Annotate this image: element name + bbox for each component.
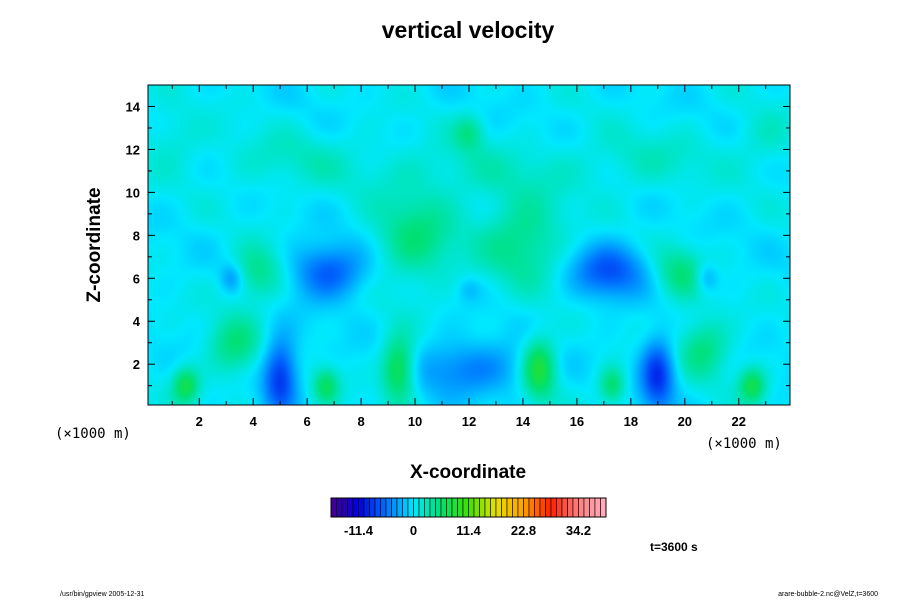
x-tick-label: 10: [408, 414, 422, 429]
colorbar-swatch: [429, 497, 436, 518]
colorbar-swatch: [484, 497, 491, 518]
colorbar-swatch: [435, 497, 442, 518]
colorbar-swatch: [534, 497, 541, 518]
colorbar-swatch: [550, 497, 557, 518]
x-axis-ticks: 2 4 6 8 10 12 14 16 18 20 22: [171, 85, 767, 429]
colorbar-swatch: [583, 497, 590, 518]
time-label: t=3600 s: [650, 540, 698, 554]
colorbar-ticks: -11.4 0 11.4 22.8 34.2: [344, 523, 591, 538]
colorbar-swatch: [479, 497, 486, 518]
colorbar-swatch: [468, 497, 475, 518]
colorbar-swatch: [556, 497, 563, 518]
colorbar: [330, 497, 607, 518]
colorbar-swatch: [380, 497, 387, 518]
colorbar-swatch: [369, 497, 376, 518]
x-axis-unit: (×1000 m): [706, 436, 782, 452]
colorbar-swatch: [545, 497, 552, 518]
colorbar-swatch: [457, 497, 464, 518]
x-axis-label: X-coordinate: [410, 462, 526, 483]
colorbar-swatch: [523, 497, 530, 518]
y-axis-label: Z-coordinate: [84, 187, 105, 302]
x-tick-label: 22: [732, 414, 746, 429]
footer-left: /usr/bin/gpview 2005-12-31: [60, 591, 145, 598]
y-tick-label: 10: [126, 185, 140, 200]
colorbar-swatch: [594, 497, 601, 518]
colorbar-tick-label: 22.8: [511, 523, 536, 538]
plot-area: [147, 84, 791, 406]
colorbar-swatch: [363, 497, 370, 518]
colorbar-swatch: [490, 497, 497, 518]
colorbar-swatch: [462, 497, 469, 518]
y-tick-label: 14: [126, 99, 141, 114]
x-tick-label: 2: [196, 414, 203, 429]
colorbar-swatch: [424, 497, 431, 518]
colorbar-swatch: [418, 497, 425, 518]
colorbar-swatch: [440, 497, 447, 518]
colorbar-swatch: [589, 497, 596, 518]
colorbar-swatch: [407, 497, 414, 518]
y-axis-unit: (×1000 m): [55, 426, 131, 442]
colorbar-swatch: [600, 497, 607, 518]
colorbar-swatch: [347, 497, 354, 518]
y-tick-label: 4: [133, 314, 141, 329]
colorbar-swatch: [396, 497, 403, 518]
x-tick-label: 6: [304, 414, 311, 429]
footer-right: arare-bubble-2.nc@VelZ,t=3600: [778, 591, 878, 598]
colorbar-swatch: [358, 497, 365, 518]
heatmap-field: [148, 85, 790, 405]
x-tick-label: 12: [462, 414, 476, 429]
colorbar-swatch: [512, 497, 519, 518]
x-tick-label: 4: [250, 414, 258, 429]
colorbar-swatch: [495, 497, 502, 518]
colorbar-tick-label: -11.4: [344, 523, 374, 538]
y-tick-label: 8: [133, 228, 140, 243]
x-tick-label: 8: [357, 414, 364, 429]
colorbar-swatch: [473, 497, 480, 518]
y-axis-ticks: 2 4 6 8 10 12 14: [126, 84, 790, 387]
colorbar-swatch: [352, 497, 359, 518]
chart-title: vertical velocity: [382, 17, 555, 43]
colorbar-swatch: [391, 497, 398, 518]
colorbar-swatch: [330, 497, 337, 518]
colorbar-swatch: [451, 497, 458, 518]
colorbar-swatch: [517, 497, 524, 518]
colorbar-swatch: [446, 497, 453, 518]
colorbar-tick-label: 34.2: [566, 523, 591, 538]
colorbar-swatch: [578, 497, 585, 518]
colorbar-swatch: [385, 497, 392, 518]
x-tick-label: 16: [570, 414, 584, 429]
colorbar-swatch: [374, 497, 381, 518]
colorbar-swatch: [501, 497, 508, 518]
y-tick-label: 6: [133, 271, 140, 286]
colorbar-swatch: [341, 497, 348, 518]
colorbar-swatch: [567, 497, 574, 518]
colorbar-swatch: [336, 497, 343, 518]
colorbar-swatch: [506, 497, 513, 518]
y-tick-label: 2: [133, 357, 140, 372]
x-tick-label: 18: [624, 414, 638, 429]
x-tick-label: 20: [678, 414, 692, 429]
colorbar-swatch: [572, 497, 579, 518]
colorbar-swatch: [561, 497, 568, 518]
colorbar-swatch: [402, 497, 409, 518]
colorbar-swatch: [528, 497, 535, 518]
colorbar-tick-label: 0: [410, 523, 417, 538]
colorbar-swatch: [413, 497, 420, 518]
x-tick-label: 14: [516, 414, 531, 429]
y-tick-label: 12: [126, 142, 140, 157]
colorbar-tick-label: 11.4: [456, 523, 481, 538]
colorbar-swatch: [539, 497, 546, 518]
colorbar-frame: [330, 497, 607, 518]
